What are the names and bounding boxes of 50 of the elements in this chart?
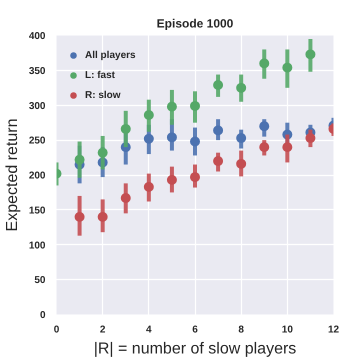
x-tick-label: 8 (238, 324, 244, 336)
point (74, 212, 85, 222)
y-tick-label: 50 (34, 275, 46, 286)
point (190, 136, 200, 147)
point (190, 100, 200, 111)
legend-label: L: fast (85, 69, 115, 81)
point (236, 82, 246, 93)
point (144, 110, 154, 120)
x-tick-label: 0 (54, 324, 60, 336)
point (259, 142, 270, 152)
point (305, 133, 316, 144)
x-axis-title: |R| = number of slow players (94, 340, 296, 358)
chart-title: Episode 1000 (156, 16, 234, 30)
x-tick-label: 4 (146, 324, 152, 336)
x-tick-label: 12 (328, 324, 340, 336)
point (213, 125, 224, 136)
point (166, 102, 177, 112)
point (259, 121, 270, 132)
legend-label: All players (85, 49, 136, 61)
point (190, 172, 200, 182)
point (213, 156, 224, 166)
y-tick-label: 350 (28, 66, 46, 77)
y-tick-label: 250 (28, 136, 46, 147)
x-tick-label: 10 (282, 324, 294, 336)
legend-label: R: slow (85, 89, 121, 101)
point (144, 134, 154, 144)
y-tick-label: 200 (28, 170, 46, 182)
point (120, 124, 131, 134)
point (282, 62, 292, 73)
x-tick-label: 2 (100, 324, 106, 336)
y-tick-label: 0 (40, 310, 46, 321)
point (144, 182, 154, 192)
point (282, 142, 292, 152)
point (120, 193, 131, 204)
y-axis-title: Expected return (4, 118, 21, 232)
y-tick-label: 300 (28, 100, 46, 112)
point (98, 212, 108, 222)
y-tick-label: 150 (28, 205, 46, 216)
y-tick-label: 400 (28, 31, 46, 42)
point (305, 49, 316, 60)
point (166, 174, 177, 185)
point (259, 58, 270, 68)
point (166, 132, 177, 142)
x-tick-label: 6 (192, 324, 198, 336)
point (74, 154, 85, 165)
point (236, 133, 246, 144)
point (98, 148, 108, 158)
y-tick-label: 100 (28, 240, 46, 252)
point (236, 158, 246, 169)
point (213, 80, 224, 90)
